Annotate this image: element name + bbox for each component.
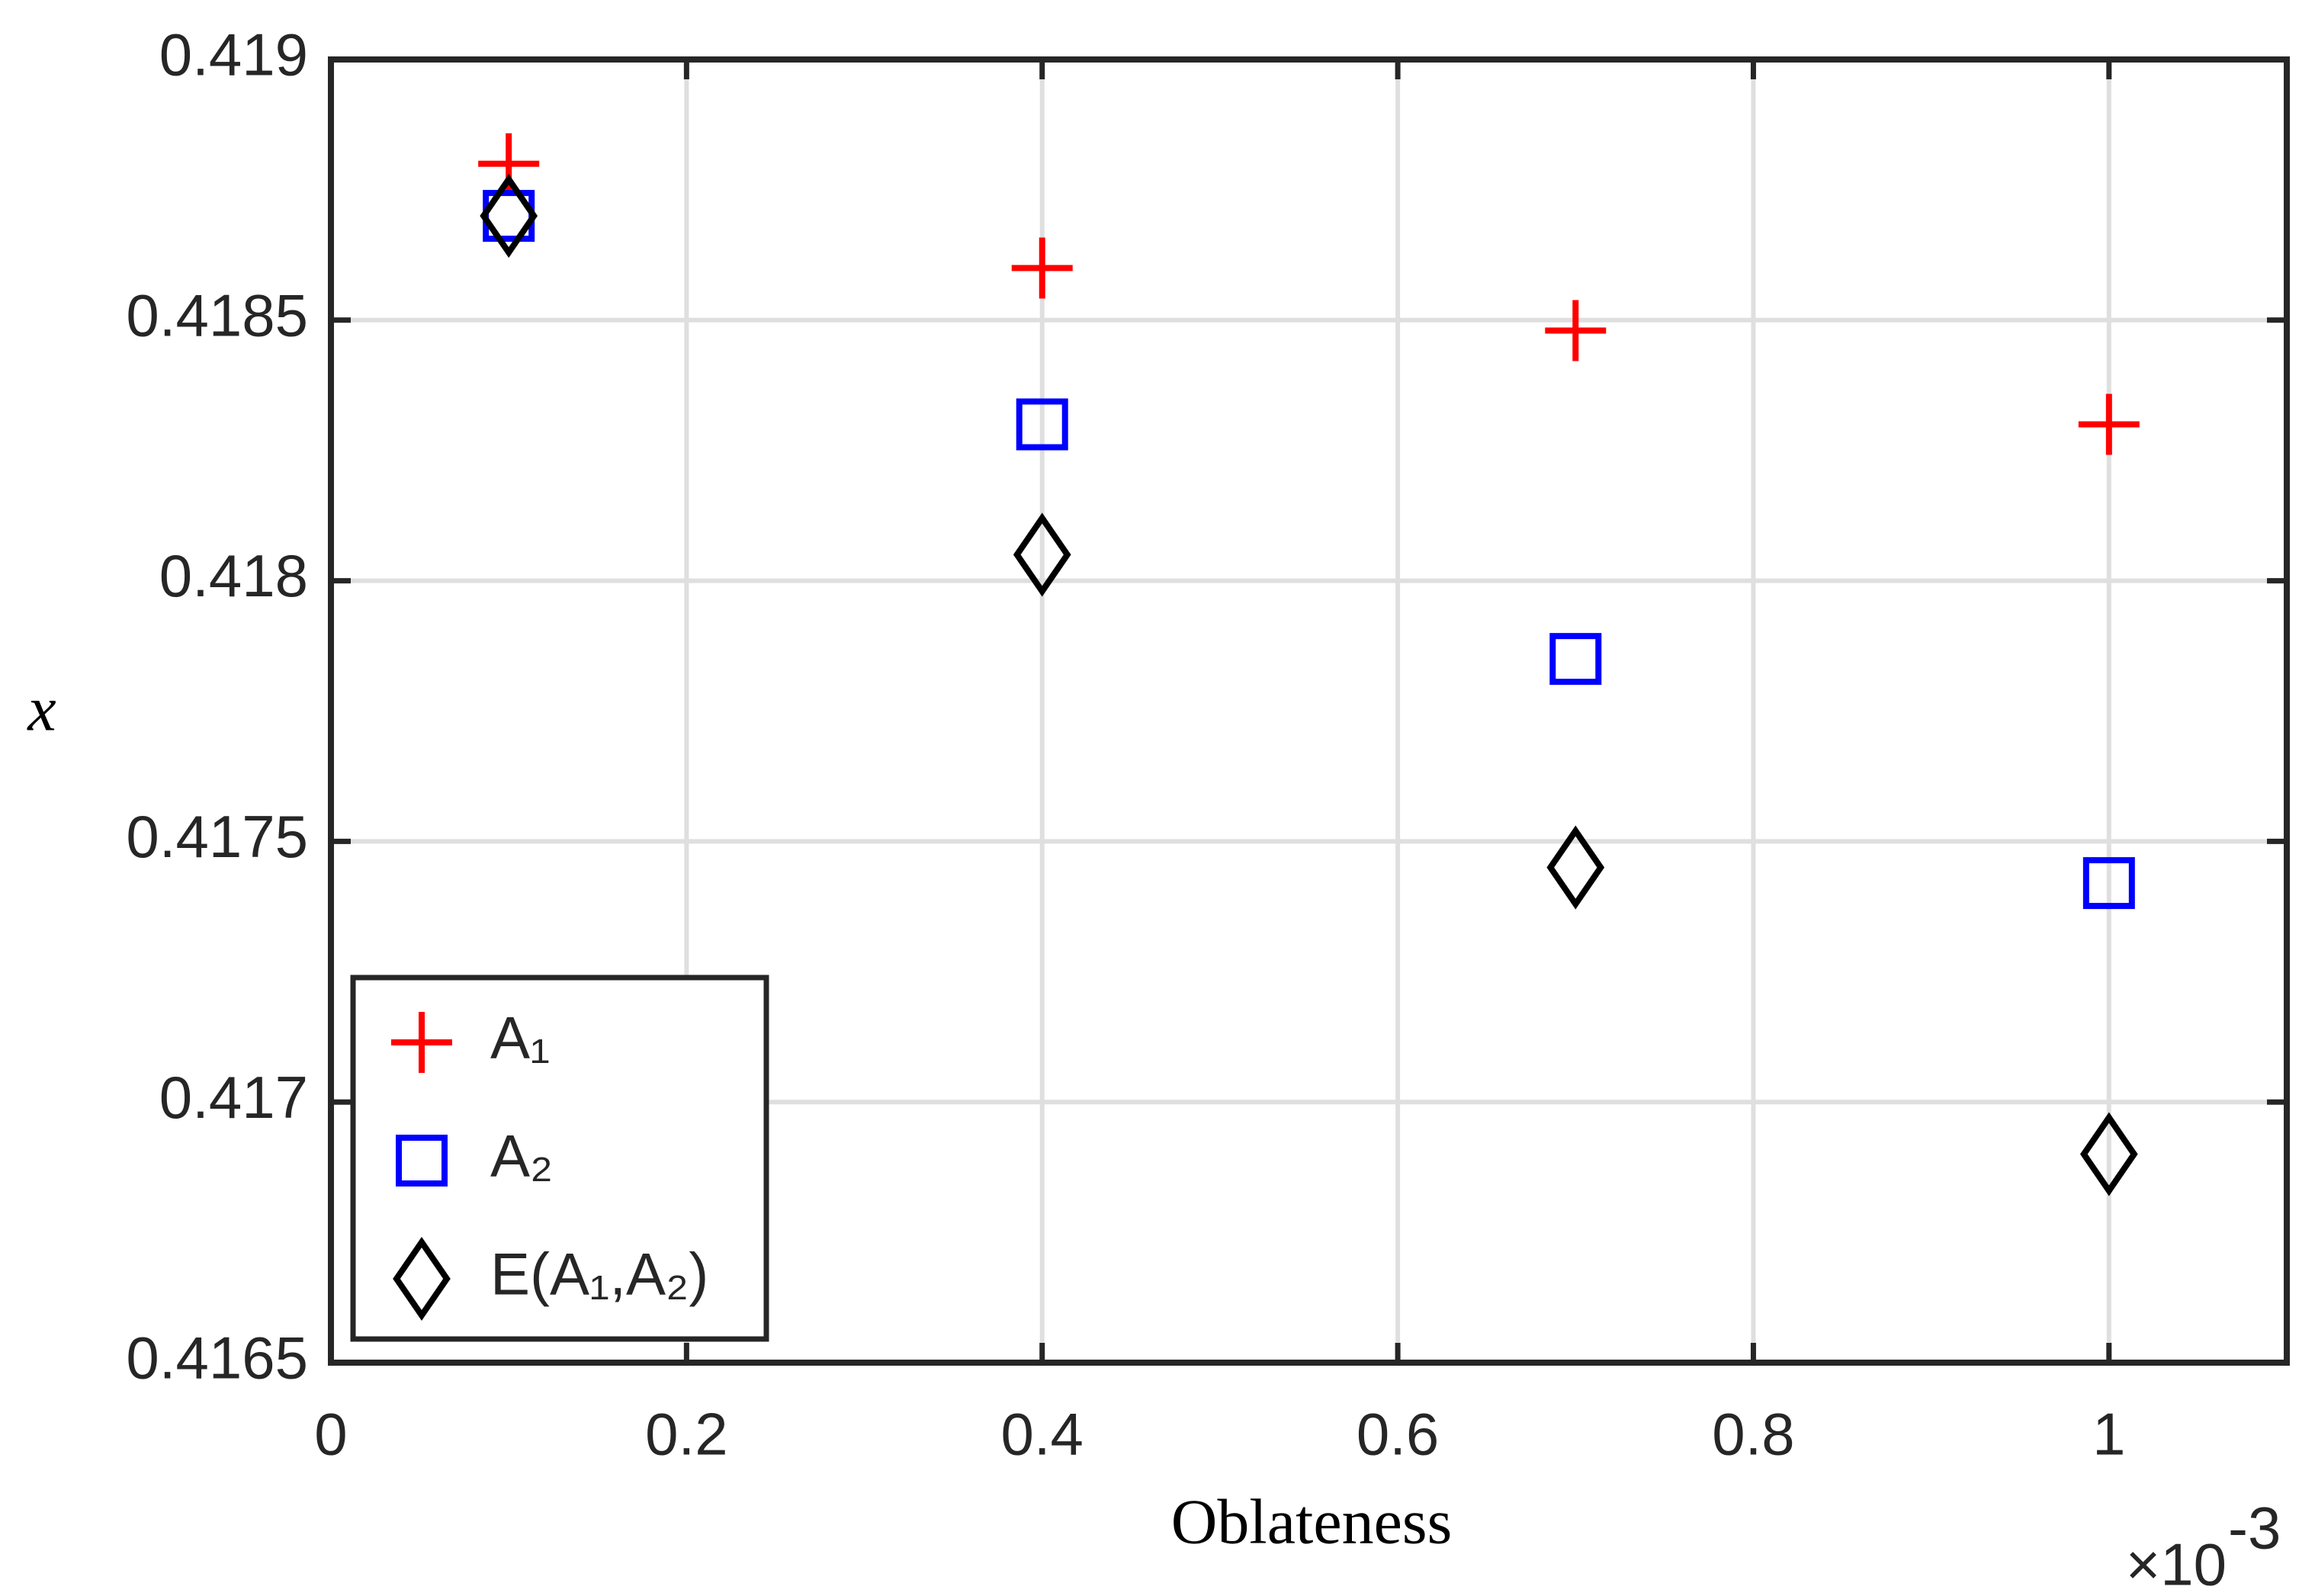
x-tick-label: 0.8 <box>1712 1401 1794 1468</box>
marker-plus <box>1545 300 1607 361</box>
y-axis-label: x <box>26 673 56 744</box>
x-axis-label: Oblateness <box>1171 1486 1453 1557</box>
marker-diamond <box>480 174 538 259</box>
legend-marker <box>393 1236 451 1321</box>
marker-diamond <box>2079 1112 2138 1196</box>
legend-label: E(A₁,A₂) <box>490 1241 708 1308</box>
plot-frame <box>328 56 2290 1366</box>
x-multiplier: ×10 <box>2126 1531 2227 1596</box>
marker-plus <box>478 133 540 194</box>
y-tick-label: 0.4185 <box>126 281 308 348</box>
x-tick-label: 0.2 <box>645 1401 727 1468</box>
marker-plus <box>1011 237 1073 299</box>
marker-square <box>2082 857 2135 910</box>
x-tick-label: 0.6 <box>1357 1401 1439 1468</box>
x-tick-label: 0 <box>314 1401 347 1468</box>
y-tick-label: 0.418 <box>159 542 308 609</box>
x-tick-label: 0.4 <box>1001 1401 1084 1468</box>
y-tick-label: 0.419 <box>159 21 308 88</box>
legend-label: A₁ <box>490 1004 550 1071</box>
marker-diamond <box>1013 512 1071 597</box>
marker-square <box>1016 398 1068 451</box>
marker-diamond <box>1546 825 1605 910</box>
y-tick-label: 0.4175 <box>126 803 308 870</box>
y-tick-label: 0.4165 <box>126 1325 308 1392</box>
x-tick-label: 1 <box>2092 1401 2125 1468</box>
x-multiplier-exponent: -3 <box>2228 1495 2281 1562</box>
y-tick-label: 0.417 <box>159 1064 308 1131</box>
legend-marker <box>396 1135 448 1187</box>
legend-label: A₂ <box>490 1122 553 1190</box>
marker-plus <box>2078 393 2140 455</box>
legend-marker <box>391 1012 452 1073</box>
marker-square <box>1549 633 1602 686</box>
